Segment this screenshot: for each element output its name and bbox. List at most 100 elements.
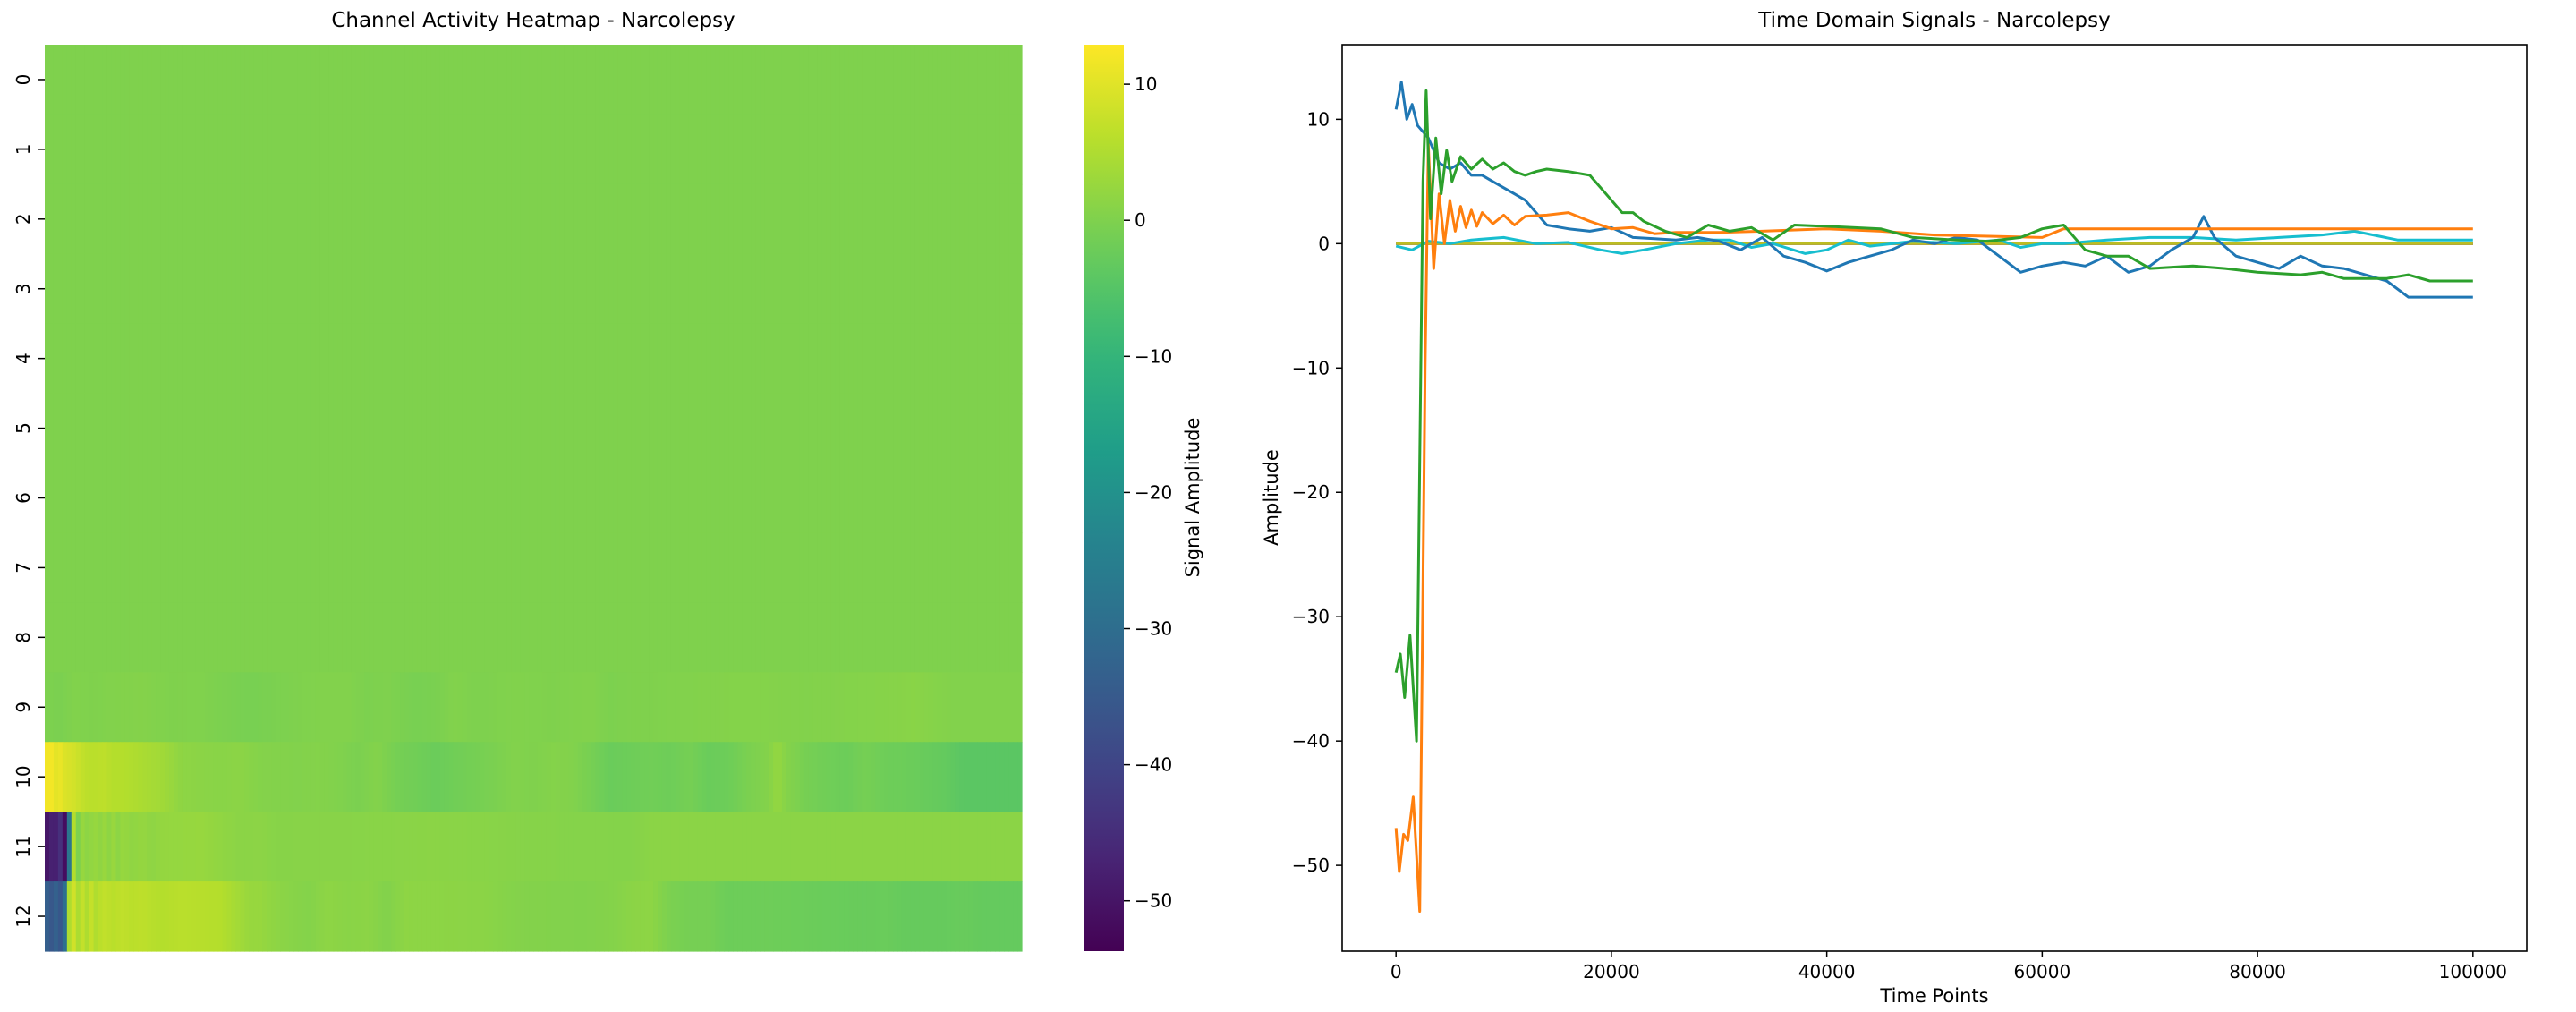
heatmap-cell xyxy=(480,45,485,115)
heatmap-cell xyxy=(391,463,396,534)
heatmap-cell xyxy=(213,114,219,185)
heatmap-cell xyxy=(675,532,681,603)
heatmap-cell xyxy=(871,532,876,603)
heatmap-cell xyxy=(706,393,712,464)
heatmap-cell xyxy=(657,393,663,464)
heatmap-cell xyxy=(165,672,170,743)
heatmap-cell xyxy=(524,672,530,743)
y-tick-label: −50 xyxy=(1292,855,1330,876)
heatmap-cell xyxy=(337,532,344,603)
heatmap-cell xyxy=(165,183,170,255)
heatmap-cell xyxy=(857,114,863,185)
heatmap-cell xyxy=(786,393,792,464)
heatmap-cell xyxy=(626,812,632,882)
heatmap-cell xyxy=(866,881,871,952)
heatmap-cell xyxy=(204,672,210,743)
heatmap-cell xyxy=(999,742,1005,812)
heatmap-cell xyxy=(71,672,77,743)
heatmap-cell xyxy=(932,253,939,325)
heatmap-cell xyxy=(173,323,179,395)
heatmap-cell xyxy=(395,253,401,325)
heatmap-cell xyxy=(910,323,916,395)
heatmap-cell xyxy=(769,323,774,395)
heatmap-cell xyxy=(240,45,245,115)
heatmap-cell xyxy=(546,812,552,882)
heatmap-cell xyxy=(160,393,166,464)
heatmap-cell xyxy=(293,672,299,743)
heatmap-cell xyxy=(830,881,837,952)
heatmap-cell xyxy=(608,602,614,673)
heatmap-cell xyxy=(475,114,481,185)
heatmap-cell xyxy=(111,393,117,464)
heatmap-cell xyxy=(955,393,961,464)
heatmap-cell xyxy=(297,812,303,882)
heatmap-cell xyxy=(524,253,530,325)
heatmap-cell xyxy=(875,602,880,673)
heatmap-row-label: 7 xyxy=(13,562,34,574)
heatmap-cell xyxy=(409,532,414,603)
heatmap-cell xyxy=(66,393,72,464)
heatmap-cell xyxy=(821,45,828,115)
heatmap-cell xyxy=(369,114,374,185)
heatmap-cell xyxy=(409,253,414,325)
heatmap-cell xyxy=(666,114,672,185)
heatmap-cell xyxy=(670,393,676,464)
heatmap-cell xyxy=(871,672,876,743)
heatmap-cell xyxy=(564,532,570,603)
heatmap-cell xyxy=(129,602,134,673)
heatmap-cell xyxy=(200,602,206,673)
heatmap-cell xyxy=(249,463,254,534)
heatmap-cell xyxy=(373,45,378,115)
heatmap-cell xyxy=(471,602,477,673)
heatmap-cell xyxy=(844,532,850,603)
heatmap-cell xyxy=(133,532,139,603)
heatmap-cell xyxy=(928,323,934,395)
heatmap-cell xyxy=(421,672,428,743)
heatmap-cell xyxy=(435,323,441,395)
heatmap-cell xyxy=(98,114,104,185)
heatmap-cell xyxy=(968,114,973,185)
heatmap-cell xyxy=(98,463,104,534)
heatmap-cell xyxy=(769,532,774,603)
heatmap-cell xyxy=(173,463,179,534)
heatmap-cell xyxy=(742,183,747,255)
heatmap-cell xyxy=(310,323,317,395)
heatmap-cell xyxy=(124,114,130,185)
heatmap-cell xyxy=(249,323,254,395)
heatmap-cell xyxy=(466,672,472,743)
heatmap-cell xyxy=(848,183,854,255)
heatmap-cell xyxy=(453,602,459,673)
heatmap-cell xyxy=(98,393,104,464)
heatmap-cell xyxy=(577,672,583,743)
heatmap-cell xyxy=(778,602,783,673)
heatmap-cell xyxy=(862,393,867,464)
heatmap-cell xyxy=(151,114,157,185)
heatmap-cell xyxy=(346,323,353,395)
heatmap-cell xyxy=(1004,742,1009,812)
heatmap-cell xyxy=(480,812,485,882)
heatmap-cell xyxy=(635,253,641,325)
heatmap-cell xyxy=(378,323,383,395)
series-line-channel-11 xyxy=(1394,142,2473,913)
heatmap-cell xyxy=(986,183,991,255)
heatmap-cell xyxy=(644,253,650,325)
heatmap-cell xyxy=(928,881,934,952)
heatmap-cell xyxy=(195,183,201,255)
heatmap-cell xyxy=(751,881,756,952)
heatmap-cell xyxy=(537,393,543,464)
heatmap-cell xyxy=(147,114,152,185)
heatmap-cell xyxy=(75,323,81,395)
heatmap-cell xyxy=(115,812,121,882)
heatmap-cell xyxy=(289,881,294,952)
heatmap-cell xyxy=(364,323,370,395)
heatmap-cell xyxy=(853,881,858,952)
heatmap-cell xyxy=(653,114,659,185)
heatmap-cell xyxy=(191,742,197,812)
heatmap-cell xyxy=(342,602,348,673)
heatmap-cell xyxy=(537,114,543,185)
heatmap-cell xyxy=(693,45,699,115)
heatmap-cell xyxy=(93,183,99,255)
heatmap-cell xyxy=(289,812,294,882)
heatmap-cell xyxy=(515,253,521,325)
heatmap-cell xyxy=(742,45,747,115)
